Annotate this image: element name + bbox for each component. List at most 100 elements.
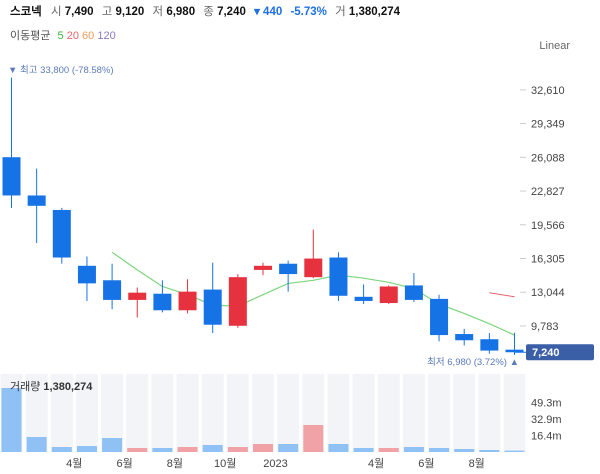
candle — [379, 285, 398, 305]
volume-bar — [278, 444, 299, 452]
candle — [279, 260, 298, 292]
x-axis-label: 6월 — [116, 457, 132, 470]
candle-body — [279, 263, 298, 275]
candle-body — [128, 292, 147, 300]
candle-body — [304, 258, 323, 278]
price-tick-label: 26,088 — [531, 152, 565, 164]
candle — [178, 279, 197, 314]
close-value: 7,240 — [217, 6, 246, 18]
volume-bar — [177, 447, 198, 452]
candle — [354, 284, 373, 305]
volume-panel-title: 거래량 — [10, 380, 43, 393]
candle — [404, 273, 423, 302]
scale-toggle-button[interactable]: Linear — [539, 40, 570, 52]
price-tick-label: 13,044 — [531, 287, 565, 299]
volume-bar — [479, 450, 500, 452]
volume-column-band — [226, 374, 249, 452]
volume-column-band — [151, 374, 174, 452]
x-axis-label: 4월 — [368, 457, 384, 470]
ma-legend-item-120[interactable]: 120 — [97, 30, 116, 42]
moving-average-legend[interactable]: 이동평균 5 20 60 120 — [10, 27, 116, 43]
candle-body — [153, 293, 172, 311]
low-annotation: 최저 6,980 (3.72%) ▲ — [427, 357, 519, 368]
volume-column-band — [50, 374, 73, 452]
price-tick-label: 19,566 — [531, 220, 565, 232]
open-label: 시 — [50, 6, 62, 18]
candle-body — [455, 334, 474, 341]
candle-body — [27, 195, 46, 206]
volume-column-band — [25, 374, 48, 452]
volume-tick-label: 32.9m — [531, 414, 562, 426]
price-tick-label: 22,827 — [531, 186, 565, 198]
volume-bar — [253, 444, 273, 452]
volume-column-band — [101, 374, 124, 452]
volume-value: 1,380,274 — [348, 6, 401, 18]
candle-body — [480, 339, 499, 351]
candle — [128, 287, 147, 318]
low-value: 6,980 — [166, 6, 196, 18]
candle — [329, 252, 348, 301]
volume-column-band — [75, 374, 98, 452]
volume-column-band — [176, 374, 199, 452]
low-label: 저 — [152, 6, 164, 18]
volume-bar — [26, 437, 47, 452]
open-value: 7,490 — [64, 6, 94, 18]
candle — [505, 332, 524, 355]
ma-legend-item-20[interactable]: 20 — [66, 30, 79, 42]
candle-body — [430, 298, 449, 336]
candle-body — [329, 257, 348, 296]
current-price-label: 7,240 — [532, 347, 560, 359]
candle-body — [77, 265, 96, 284]
x-axis-label: 6월 — [418, 457, 434, 470]
candle — [254, 262, 272, 276]
candle — [480, 333, 499, 354]
candle — [228, 274, 247, 328]
volume-bar — [1, 388, 22, 452]
candle-body — [178, 291, 197, 311]
ma-legend-title: 이동평균 — [10, 30, 51, 42]
volume-bar — [403, 447, 424, 452]
candle — [430, 294, 449, 342]
stock-header: 스코넥 시 7,490 고 9,120 저 6,980 종 7,240 ▾ 44… — [10, 3, 405, 19]
volume-bar — [378, 448, 399, 452]
candle-body — [379, 286, 398, 304]
ma20-line — [489, 292, 515, 298]
candle-body — [228, 277, 247, 326]
candle — [153, 280, 172, 313]
volume-bar — [152, 448, 173, 452]
stock-name: 스코넥 — [10, 6, 42, 18]
volume-column-band — [453, 374, 476, 452]
candle — [52, 207, 71, 264]
price-tick-label: 32,610 — [531, 85, 565, 97]
volume-column-band — [377, 374, 400, 452]
x-axis-label: 8월 — [469, 457, 485, 470]
x-axis-label: 10월 — [214, 457, 236, 470]
volume-column-band — [277, 374, 300, 452]
volume-label: 거 — [335, 6, 346, 18]
candle — [203, 262, 222, 334]
candle — [77, 256, 96, 301]
volume-bar — [429, 448, 450, 452]
volume-column-band — [126, 374, 149, 452]
candle-body — [2, 157, 21, 196]
ma-legend-item-5[interactable]: 5 — [57, 30, 64, 42]
volume-column-band — [201, 374, 224, 452]
volume-bar — [51, 447, 72, 452]
candle — [103, 263, 122, 310]
price-tick-label: 9,783 — [531, 321, 559, 333]
volume-column-band — [503, 374, 526, 452]
volume-bar — [76, 446, 97, 452]
ma-legend-item-60[interactable]: 60 — [82, 30, 95, 42]
candle-body — [505, 349, 524, 353]
price-tick-label: 16,305 — [531, 254, 565, 266]
high-label: 고 — [101, 6, 113, 18]
volume-panel-label: 거래량 1,380,274 — [10, 380, 93, 393]
volume-bar — [454, 449, 475, 452]
volume-column-band — [252, 374, 274, 452]
candle — [27, 168, 46, 244]
volume-tick-label: 49.3m — [531, 398, 562, 410]
change-value: ▾ 440 — [254, 6, 283, 18]
volume-panel-value: 1,380,274 — [43, 381, 93, 393]
close-label: 종 — [203, 6, 214, 18]
